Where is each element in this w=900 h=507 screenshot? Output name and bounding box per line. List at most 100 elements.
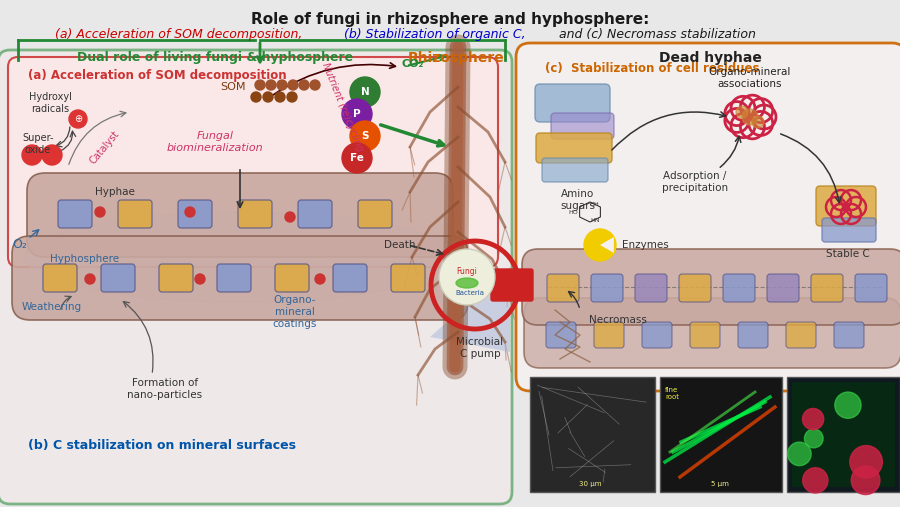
Circle shape [752, 116, 764, 128]
Text: Dual role of living fungi & hyphosphere: Dual role of living fungi & hyphosphere [76, 51, 353, 64]
FancyBboxPatch shape [547, 274, 579, 302]
Circle shape [742, 109, 758, 125]
Text: Formation of
nano-particles: Formation of nano-particles [128, 378, 202, 400]
FancyBboxPatch shape [542, 158, 608, 182]
Polygon shape [430, 267, 510, 352]
Circle shape [288, 80, 298, 90]
Circle shape [195, 274, 205, 284]
FancyBboxPatch shape [118, 200, 152, 228]
Text: Organo-
mineral
coatings: Organo- mineral coatings [273, 296, 317, 329]
Circle shape [342, 143, 372, 173]
Text: and (c) Necromass stabilization: and (c) Necromass stabilization [555, 28, 756, 41]
FancyBboxPatch shape [834, 322, 864, 348]
FancyBboxPatch shape [238, 200, 272, 228]
FancyBboxPatch shape [524, 298, 900, 368]
Circle shape [255, 80, 265, 90]
FancyBboxPatch shape [723, 274, 755, 302]
Text: P: P [353, 109, 361, 119]
FancyBboxPatch shape [12, 236, 468, 320]
Circle shape [42, 145, 62, 165]
Text: Weathering: Weathering [22, 302, 82, 312]
FancyBboxPatch shape [58, 200, 92, 228]
Circle shape [285, 212, 295, 222]
FancyBboxPatch shape [635, 274, 667, 302]
Text: Organo-mineral
associations: Organo-mineral associations [709, 67, 791, 89]
Text: (c)  Stabilization of cell residues: (c) Stabilization of cell residues [545, 62, 760, 75]
Circle shape [851, 466, 880, 494]
FancyBboxPatch shape [491, 269, 533, 301]
FancyBboxPatch shape [816, 186, 876, 226]
Circle shape [350, 121, 380, 151]
FancyBboxPatch shape [333, 264, 367, 292]
FancyBboxPatch shape [738, 322, 768, 348]
Text: S: S [361, 131, 369, 141]
Text: Necromass: Necromass [590, 315, 647, 325]
Text: Nutrient (re)cycling: Nutrient (re)cycling [320, 61, 365, 153]
Text: SOM: SOM [220, 82, 246, 92]
Text: (b) Stabilization of organic C,: (b) Stabilization of organic C, [340, 28, 526, 41]
Text: Dead hyphae: Dead hyphae [659, 51, 761, 65]
FancyBboxPatch shape [530, 377, 655, 492]
Circle shape [277, 80, 287, 90]
Circle shape [22, 145, 42, 165]
Circle shape [803, 468, 828, 493]
Circle shape [266, 80, 276, 90]
FancyBboxPatch shape [522, 249, 900, 325]
FancyBboxPatch shape [660, 377, 782, 492]
FancyBboxPatch shape [855, 274, 887, 302]
Text: HO: HO [568, 209, 578, 214]
Text: 5 μm: 5 μm [711, 481, 729, 487]
Text: Catalyst: Catalyst [88, 128, 122, 166]
FancyBboxPatch shape [516, 43, 900, 391]
FancyBboxPatch shape [787, 377, 900, 492]
Circle shape [69, 110, 87, 128]
FancyBboxPatch shape [535, 84, 610, 122]
Circle shape [287, 92, 297, 102]
Text: HN: HN [590, 218, 599, 223]
Circle shape [850, 446, 882, 478]
Text: Rhizosphere: Rhizosphere [408, 51, 504, 65]
FancyBboxPatch shape [0, 50, 512, 504]
Text: Fungi: Fungi [456, 267, 477, 275]
Text: (a) Acceleration of SOM decomposition: (a) Acceleration of SOM decomposition [28, 69, 286, 82]
Text: OH: OH [590, 201, 599, 206]
FancyBboxPatch shape [594, 322, 624, 348]
FancyBboxPatch shape [679, 274, 711, 302]
Circle shape [315, 274, 325, 284]
FancyBboxPatch shape [767, 274, 799, 302]
Text: CO₂: CO₂ [402, 59, 425, 69]
FancyBboxPatch shape [217, 264, 251, 292]
Text: Bacteria: Bacteria [455, 290, 484, 296]
Text: Fe: Fe [350, 153, 364, 163]
FancyBboxPatch shape [178, 200, 212, 228]
FancyBboxPatch shape [358, 200, 392, 228]
Circle shape [736, 106, 748, 118]
Text: Amino
sugars: Amino sugars [561, 189, 596, 210]
Text: Stable C: Stable C [826, 249, 870, 259]
Circle shape [95, 207, 105, 217]
Text: Enzymes: Enzymes [622, 240, 669, 250]
Circle shape [263, 92, 273, 102]
Circle shape [342, 99, 372, 129]
Circle shape [299, 80, 309, 90]
FancyBboxPatch shape [811, 274, 843, 302]
Circle shape [85, 274, 95, 284]
Circle shape [584, 229, 616, 261]
Circle shape [251, 92, 261, 102]
Text: fine
root: fine root [665, 387, 679, 400]
FancyBboxPatch shape [536, 133, 612, 163]
Text: ⊕: ⊕ [74, 114, 82, 124]
FancyBboxPatch shape [298, 200, 332, 228]
Circle shape [439, 249, 495, 305]
FancyBboxPatch shape [822, 218, 876, 242]
FancyBboxPatch shape [690, 322, 720, 348]
Text: Role of fungi in rhizosphere and hyphosphere:: Role of fungi in rhizosphere and hyphosp… [251, 12, 649, 27]
Text: O₂: O₂ [13, 238, 27, 251]
FancyBboxPatch shape [27, 173, 453, 257]
Text: Hyphae: Hyphae [95, 187, 135, 197]
FancyBboxPatch shape [43, 264, 77, 292]
Ellipse shape [25, 212, 455, 302]
FancyBboxPatch shape [792, 382, 895, 487]
Text: Microbial
C pump: Microbial C pump [456, 337, 504, 358]
Circle shape [275, 92, 285, 102]
